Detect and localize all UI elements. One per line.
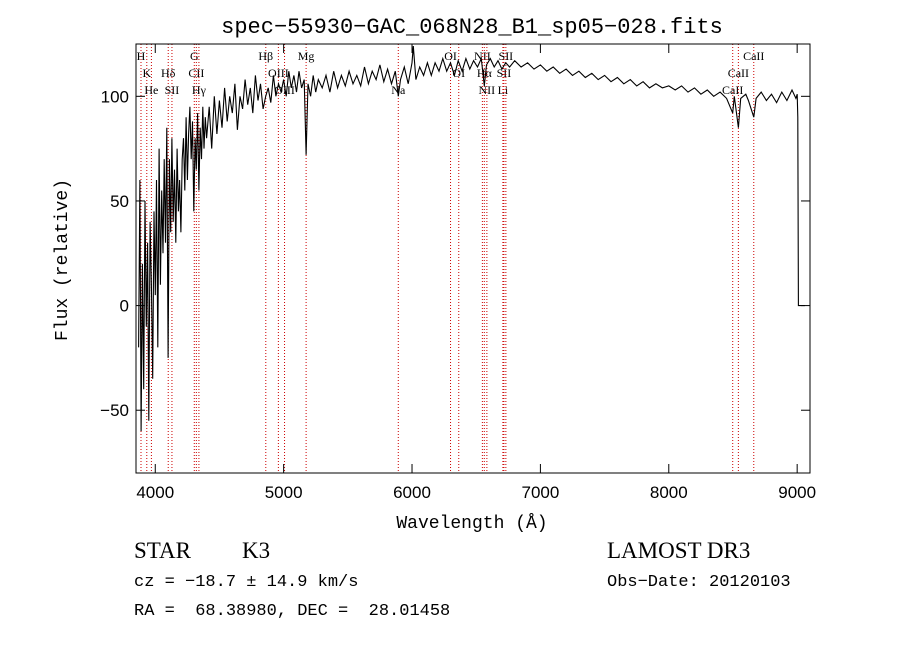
- spectral-line-label: SII: [499, 49, 514, 63]
- obs-date: Obs−Date: 20120103: [607, 573, 791, 592]
- x-tick-label: 5000: [265, 483, 303, 502]
- y-axis-label: Flux (relative): [53, 179, 73, 341]
- y-tick-label: 0: [120, 297, 129, 316]
- spectral-lines-layer: HKHeHδSIIGCIIHγHβOIIIOIIIMgNaOIOINIIHαNI…: [137, 44, 764, 473]
- spectral-line-label: NII: [479, 83, 496, 97]
- plot-area: [135, 43, 811, 474]
- y-tick-label: 50: [110, 192, 129, 211]
- spectral-line-label: OIII: [268, 66, 289, 80]
- spectral-line-label: CII: [188, 66, 204, 80]
- x-tick-label: 6000: [393, 483, 431, 502]
- series-layer: [138, 46, 805, 432]
- spectral-line-label: Hδ: [161, 66, 176, 80]
- x-tick-label: 7000: [521, 483, 559, 502]
- spectral-line-label: Hβ: [258, 49, 273, 63]
- x-axis-label: Wavelength (Å): [396, 513, 547, 534]
- spectral-line-label: H: [137, 49, 146, 63]
- series-line-0: [138, 46, 805, 432]
- spectral-line-label: G: [190, 49, 199, 63]
- spectral-line-label: Hα: [477, 66, 493, 80]
- spectral-line-label: NII: [474, 49, 491, 63]
- spectral-line-label: OI: [444, 49, 457, 63]
- redshift-cz: cz = −18.7 ± 14.9 km/s: [134, 573, 359, 592]
- object-subclass: K3: [242, 538, 271, 563]
- x-tick-label: 9000: [778, 483, 816, 502]
- axes-layer: 4000 5000 6000 7000 8000 9000 −50 0 50 100: [100, 44, 816, 502]
- y-tick-label: 100: [101, 87, 129, 106]
- spectral-line-label: K: [142, 66, 151, 80]
- spectral-line-label: SII: [497, 66, 512, 80]
- spectral-line-label: Li: [498, 83, 509, 97]
- spectral-line-label: SII: [165, 83, 180, 97]
- spectral-line-label: CaII: [722, 83, 743, 97]
- spectral-line-label: CaII: [728, 66, 749, 80]
- spectral-line-label: He: [144, 83, 158, 97]
- object-class: STAR: [134, 538, 191, 563]
- spectral-line-label: Hγ: [192, 83, 207, 97]
- x-tick-label: 4000: [136, 483, 174, 502]
- spectral-line-label: CaII: [743, 49, 764, 63]
- y-tick-label: −50: [100, 401, 129, 420]
- survey-name: LAMOST DR3: [607, 538, 751, 563]
- x-tick-label: 8000: [650, 483, 688, 502]
- coordinates: RA = 68.38980, DEC = 28.01458: [134, 602, 451, 621]
- chart-title: spec−55930−GAC_068N28_B1_sp05−028.fits: [221, 15, 723, 40]
- spectral-line-label: Mg: [298, 49, 315, 63]
